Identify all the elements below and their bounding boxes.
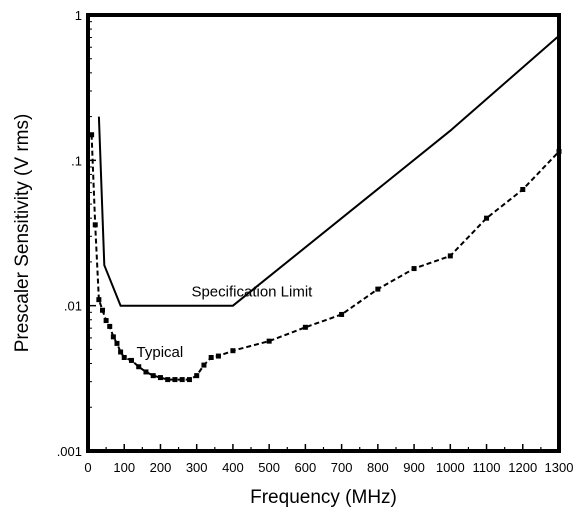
typical-point xyxy=(89,132,95,138)
x-tick-label: 900 xyxy=(403,460,425,475)
typical-point xyxy=(103,318,109,324)
typical-point xyxy=(165,377,171,383)
typical-point xyxy=(520,186,526,192)
x-tick-label: 1300 xyxy=(545,460,574,475)
typical-point xyxy=(215,353,221,359)
typical-point xyxy=(121,354,127,360)
typical-point xyxy=(99,307,105,313)
y-tick-label: .01 xyxy=(64,299,82,314)
typical-point xyxy=(157,375,163,381)
typical-point xyxy=(128,357,134,363)
typical-point xyxy=(201,362,207,368)
typical-point xyxy=(447,253,453,259)
x-axis-ticks: 0 100 200 300 400 500 600 700 800 900 1000 1100 1200… xyxy=(84,444,573,475)
x-tick-label: 700 xyxy=(331,460,353,475)
typical-point xyxy=(110,334,116,340)
typical-point xyxy=(172,377,178,383)
y-tick-label: .001 xyxy=(57,444,82,459)
typical-point xyxy=(208,354,214,360)
typical-point xyxy=(92,222,98,228)
typical-point xyxy=(143,369,149,375)
typical-point xyxy=(186,377,192,383)
typical-point xyxy=(230,348,236,354)
x-axis-title: Frequency (MHz) xyxy=(250,487,397,508)
typical-point xyxy=(556,149,562,155)
x-tick-label: 500 xyxy=(258,460,280,475)
y-tick-label: 1 xyxy=(75,8,82,23)
typical-point xyxy=(179,377,185,383)
y-axis-title: Prescaler Sensitivity (V rms) xyxy=(12,114,33,353)
x-tick-label: 1000 xyxy=(436,460,465,475)
y-axis-ticks: .001 .01 .1 1 xyxy=(57,8,96,459)
x-tick-label: 300 xyxy=(186,460,208,475)
typical-point xyxy=(150,373,156,379)
x-tick-label: 400 xyxy=(222,460,244,475)
typical-point xyxy=(302,324,308,330)
x-tick-label: 800 xyxy=(367,460,389,475)
x-tick-label: 200 xyxy=(150,460,172,475)
series-layer xyxy=(89,34,562,383)
typical-point xyxy=(411,266,417,272)
typical-line xyxy=(90,134,560,381)
typical-point xyxy=(118,349,124,355)
annotation-label: Typical xyxy=(137,344,184,361)
typical-point xyxy=(194,373,200,379)
y-tick-label: .1 xyxy=(71,153,82,168)
typical-point xyxy=(114,340,120,346)
x-tick-label: 0 xyxy=(84,460,91,475)
typical-point xyxy=(96,297,102,303)
specification-limit-line xyxy=(97,34,560,307)
typical-point xyxy=(484,215,490,221)
x-tick-label: 1200 xyxy=(508,460,537,475)
x-tick-label: 1100 xyxy=(473,460,501,475)
x-tick-label: 600 xyxy=(295,460,317,475)
typical-point xyxy=(266,338,272,344)
typical-point xyxy=(375,286,381,292)
typical-point xyxy=(339,311,345,317)
typical-point xyxy=(107,323,113,329)
x-tick-label: 100 xyxy=(113,460,135,475)
typical-point xyxy=(136,364,142,370)
annotation-layer: Specification Limit Typical xyxy=(137,284,314,361)
annotation-label: Specification Limit xyxy=(191,284,313,301)
